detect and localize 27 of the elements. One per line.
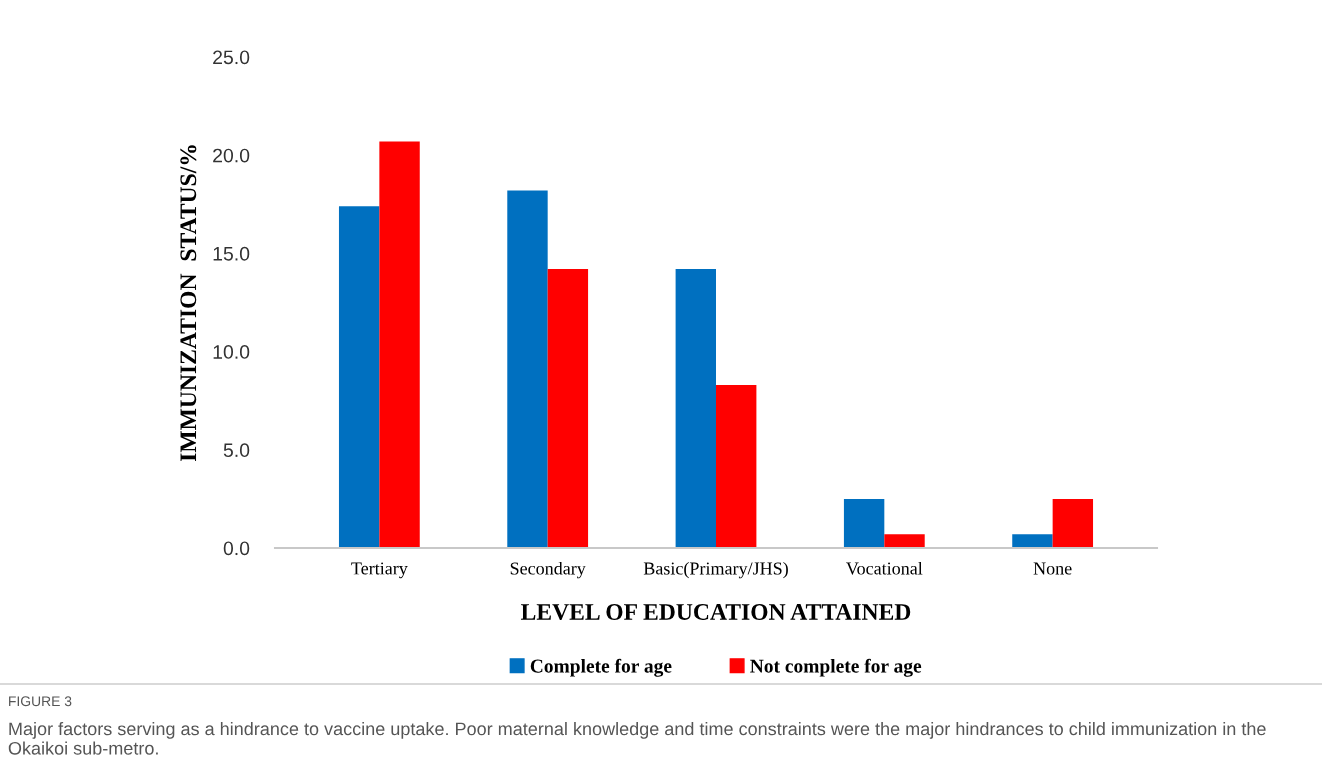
bar [884,534,925,548]
legend-label: Complete for age [530,658,672,677]
y-tick-label: 5.0 [223,443,250,458]
y-tick-label: 25.0 [213,50,250,65]
x-tick-label: None [1033,562,1072,575]
legend-label: Not complete for age [750,658,922,677]
bar [716,384,757,548]
bar [379,141,420,548]
y-tick-label: 20.0 [213,148,250,163]
x-tick-label: Vocational [846,561,923,575]
bar [338,206,380,548]
bar [675,269,716,548]
bar [1052,498,1094,548]
y-tick-label: 0.0 [223,541,250,556]
text: Major factors serving as a hindrance to vaccine uptake. Poor maternal knowledge and time constraints were the major hindrances to child immunization in the Okaikoi sub-metro. [8,722,1266,755]
x-tick-label: Secondary [510,561,586,579]
bar [843,498,885,548]
x-tick-label: Tertiary [351,562,408,579]
bar [507,190,548,548]
bar [547,269,589,548]
bar [1012,534,1053,548]
x-tick-label: Basic(Primary/JHS) [643,561,788,579]
y-axis-title: IMMUNIZATION STATUS/% [180,145,197,462]
y-tick-label: 10.0 [213,345,250,359]
caption: FIGURE 3 [9,696,72,707]
y-tick-label: 15.0 [213,246,250,261]
x-axis-title: LEVEL OF EDUCATION ATTAINED [521,604,911,621]
